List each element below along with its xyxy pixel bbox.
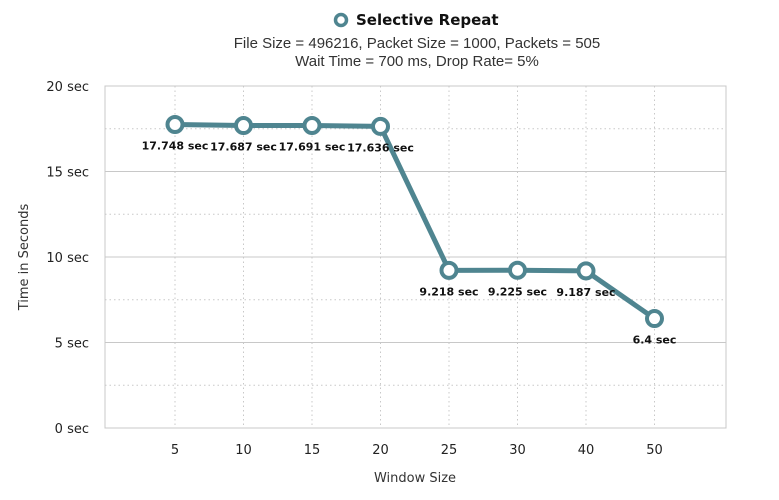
data-label: 17.748 sec <box>142 140 209 153</box>
x-tick-label: 15 <box>304 443 321 458</box>
x-tick-label: 10 <box>235 443 252 458</box>
plot-frame <box>104 85 727 429</box>
data-label: 9.225 sec <box>488 285 547 298</box>
data-point <box>439 260 459 280</box>
x-axis-label: Window Size <box>374 471 456 486</box>
legend-label: Selective Repeat <box>356 11 499 29</box>
data-point <box>508 260 527 280</box>
data-point <box>234 116 253 136</box>
x-tick-label: 25 <box>441 443 458 458</box>
data-label: 9.187 sec <box>556 286 615 299</box>
y-tick-label: 10 sec <box>46 251 89 266</box>
x-tick-label: 30 <box>509 443 526 458</box>
data-point <box>576 261 596 281</box>
data-label: 6.4 sec <box>633 334 677 347</box>
data-label: 17.691 sec <box>279 140 346 153</box>
y-tick-label: 20 sec <box>46 80 89 95</box>
x-tick-label: 20 <box>372 443 389 458</box>
series-line <box>172 122 657 322</box>
y-tick-label: 5 sec <box>55 337 89 352</box>
data-label: 17.636 sec <box>347 141 414 154</box>
data-point <box>165 115 185 135</box>
chart-subtitle-line-2: Wait Time = 700 ms, Drop Rate= 5% <box>295 53 539 70</box>
data-point <box>302 115 322 135</box>
chart-subtitle-line-1: File Size = 496216, Packet Size = 1000, … <box>234 35 600 52</box>
grid <box>105 85 726 429</box>
data-label: 9.218 sec <box>419 285 478 298</box>
x-tick-label: 50 <box>646 443 663 458</box>
y-axis-ticks: 0 sec 5 sec 10 sec 15 sec 20 sec <box>46 80 89 437</box>
data-label: 17.687 sec <box>210 141 277 154</box>
legend-marker-icon <box>333 12 349 28</box>
data-point <box>371 116 390 136</box>
x-tick-label: 5 <box>171 443 179 458</box>
data-labels: 17.748 sec 17.687 sec 17.691 sec 17.636 sec… <box>142 140 677 347</box>
series-selective-repeat <box>165 115 664 329</box>
legend: Selective Repeat <box>333 11 499 29</box>
y-axis-label: Time in Seconds <box>17 204 32 312</box>
data-point <box>645 309 664 329</box>
y-tick-label: 15 sec <box>46 166 89 181</box>
x-axis-ticks: 5 10 15 20 25 30 40 50 <box>171 443 663 458</box>
x-tick-label: 40 <box>578 443 595 458</box>
y-tick-label: 0 sec <box>55 422 89 437</box>
